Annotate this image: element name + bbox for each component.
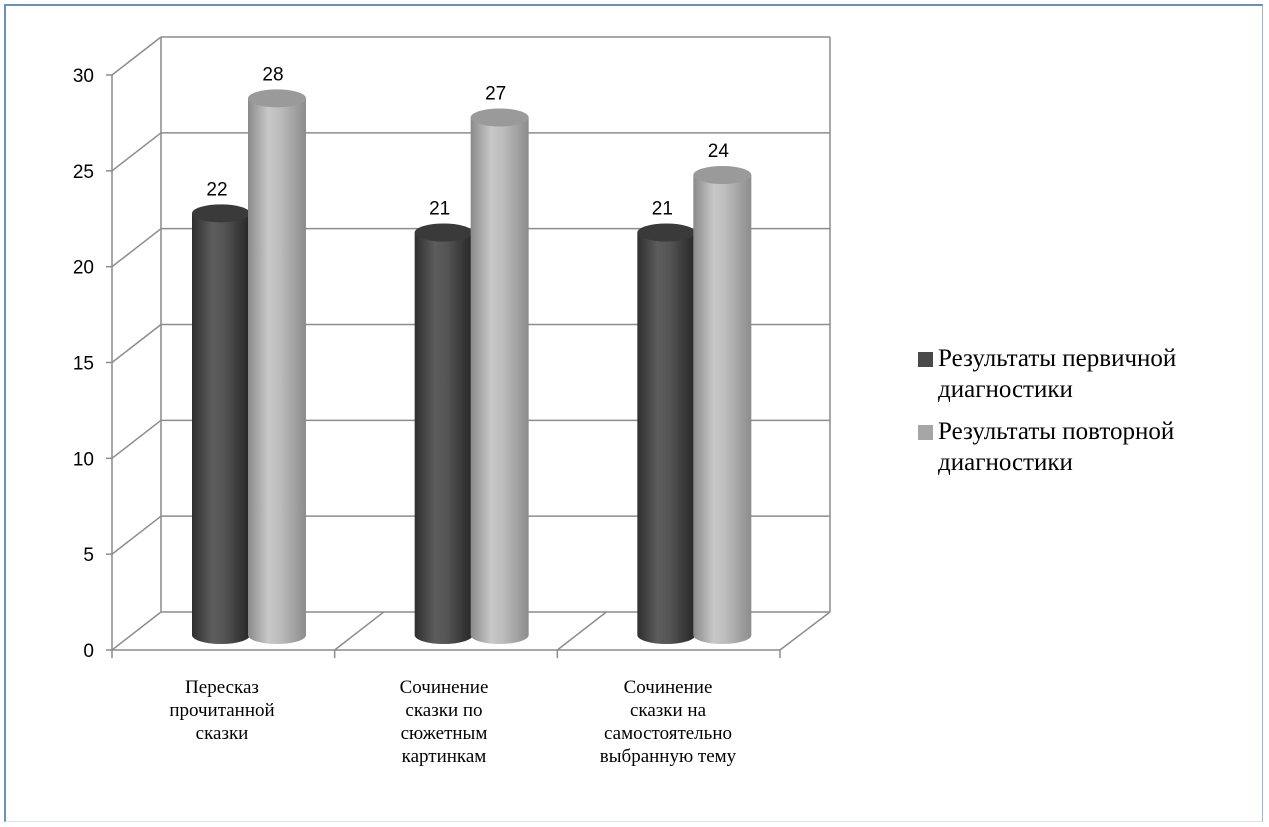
- legend-item: Результаты повторной диагностики: [916, 416, 1261, 478]
- gridline-side: [111, 323, 162, 364]
- legend-label-line: Результаты повторной: [938, 418, 1175, 445]
- gridline-side: [111, 36, 162, 76]
- legend-swatch: [918, 425, 933, 440]
- y-tick-label: 0: [83, 641, 94, 662]
- floor-right-edge: [779, 611, 831, 651]
- bar-repeat-3: [693, 166, 752, 644]
- y-tick-label: 5: [83, 545, 94, 566]
- y-tick-labels: 0 5 10 15 20 25 30: [73, 66, 94, 662]
- gridline-side: [111, 132, 162, 172]
- legend-label-line: диагностики: [938, 376, 1073, 403]
- bar-primary-1: [192, 204, 250, 645]
- data-labels: 22 28 21 27 21 24: [206, 64, 729, 219]
- legend: Результаты первичной диагностики Результат…: [916, 343, 1261, 489]
- bar-repeat-1: [248, 89, 306, 645]
- bar-top: [470, 108, 529, 127]
- gridline-side: [111, 611, 162, 651]
- bars: [192, 89, 752, 645]
- bar-primary-2: [414, 223, 473, 644]
- bar-top: [248, 89, 306, 108]
- data-label: 21: [652, 199, 673, 220]
- floor-divider: [334, 611, 385, 651]
- data-label: 27: [485, 84, 506, 105]
- bar-body: [693, 175, 752, 644]
- axes: [106, 74, 831, 658]
- y-tick-label: 15: [73, 354, 94, 375]
- legend-label-line: Результаты первичной: [938, 345, 1177, 372]
- legend-label-line: диагностики: [938, 449, 1073, 476]
- bar-top: [637, 223, 696, 242]
- data-label: 28: [262, 64, 283, 85]
- data-label: 22: [206, 179, 227, 200]
- y-tick-label: 20: [73, 258, 94, 279]
- data-label: 24: [708, 141, 730, 162]
- gridline-side: [111, 515, 162, 555]
- bar-top: [192, 204, 250, 223]
- bar-top: [414, 223, 473, 242]
- bar-body: [470, 117, 529, 644]
- y-tick-label: 30: [73, 66, 94, 87]
- data-label: 21: [429, 199, 450, 220]
- legend-swatch: [918, 352, 933, 367]
- gridline-side: [111, 228, 162, 268]
- gridline-side: [111, 419, 162, 459]
- bar-body: [248, 98, 306, 645]
- legend-item: Результаты первичной диагностики: [916, 343, 1261, 405]
- bar-top: [693, 166, 752, 184]
- floor-divider: [556, 611, 607, 651]
- bar-repeat-2: [470, 108, 529, 644]
- bar-body: [637, 232, 696, 644]
- y-tick-label: 25: [73, 162, 94, 183]
- bar-body: [192, 213, 250, 645]
- y-tick-label: 10: [73, 449, 94, 470]
- bar-body: [414, 232, 473, 644]
- bar-primary-3: [637, 223, 696, 644]
